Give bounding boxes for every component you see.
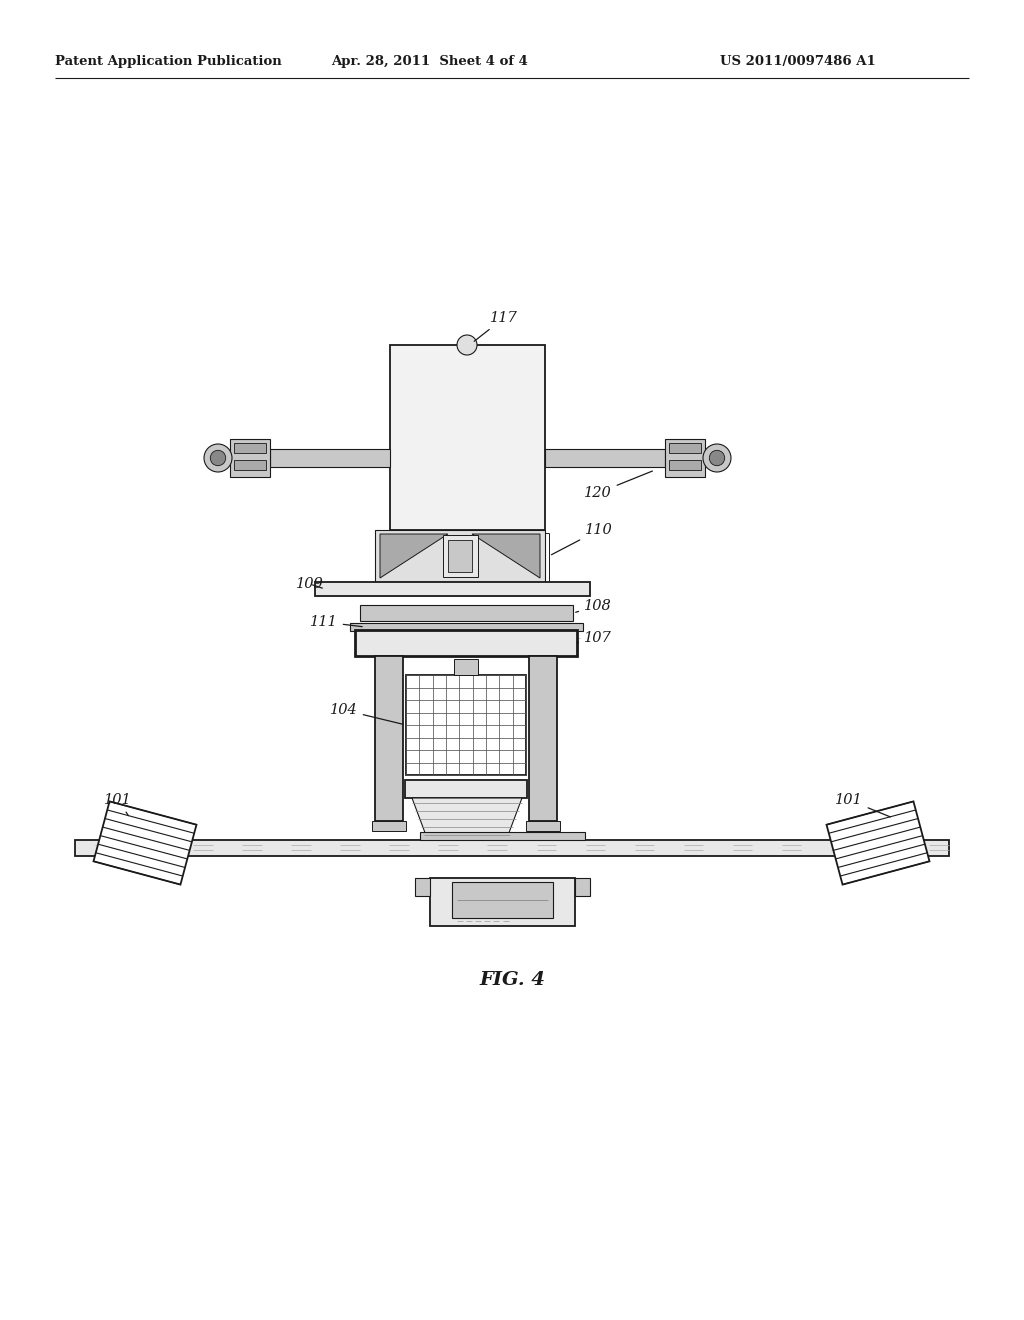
Polygon shape — [93, 801, 197, 884]
Text: 110: 110 — [552, 523, 612, 554]
Bar — [545, 449, 665, 467]
Bar — [665, 440, 705, 477]
Bar — [234, 444, 266, 453]
Bar — [360, 605, 573, 620]
Polygon shape — [412, 799, 522, 838]
Bar — [669, 459, 701, 470]
Bar — [355, 630, 577, 656]
Polygon shape — [472, 535, 540, 578]
Bar — [375, 656, 403, 821]
Bar — [406, 780, 527, 799]
Bar — [529, 656, 557, 821]
Text: US 2011/0097486 A1: US 2011/0097486 A1 — [720, 55, 876, 69]
Bar — [415, 878, 430, 896]
Bar — [406, 675, 526, 775]
Bar — [390, 345, 545, 531]
Bar — [420, 832, 585, 840]
Text: Apr. 28, 2011  Sheet 4 of 4: Apr. 28, 2011 Sheet 4 of 4 — [332, 55, 528, 69]
Bar — [452, 882, 553, 917]
Bar — [443, 535, 478, 577]
Bar — [430, 878, 575, 927]
Circle shape — [457, 335, 477, 355]
Text: 111: 111 — [310, 615, 362, 630]
Text: 107: 107 — [577, 631, 611, 645]
Text: 117: 117 — [474, 312, 518, 342]
Text: 108: 108 — [575, 599, 611, 612]
Circle shape — [703, 444, 731, 473]
Bar — [575, 878, 590, 896]
Bar — [315, 582, 590, 597]
Text: 104: 104 — [330, 704, 403, 725]
Text: 101: 101 — [835, 793, 891, 817]
Text: FIG. 4: FIG. 4 — [479, 972, 545, 989]
Text: 120: 120 — [584, 471, 652, 500]
Text: Patent Application Publication: Patent Application Publication — [55, 55, 282, 69]
Text: 109: 109 — [296, 577, 324, 591]
Circle shape — [210, 450, 225, 466]
Bar — [669, 444, 701, 453]
Bar — [449, 540, 472, 572]
Polygon shape — [826, 801, 930, 884]
Text: 101: 101 — [104, 793, 132, 816]
Bar — [375, 531, 545, 582]
Circle shape — [204, 444, 232, 473]
Bar — [75, 840, 949, 855]
Bar — [454, 659, 478, 675]
Bar — [234, 459, 266, 470]
Bar — [270, 449, 390, 467]
Polygon shape — [380, 535, 449, 578]
Bar — [372, 821, 406, 832]
Bar — [526, 821, 560, 832]
Circle shape — [710, 450, 725, 466]
Bar — [230, 440, 270, 477]
Bar — [350, 623, 583, 631]
